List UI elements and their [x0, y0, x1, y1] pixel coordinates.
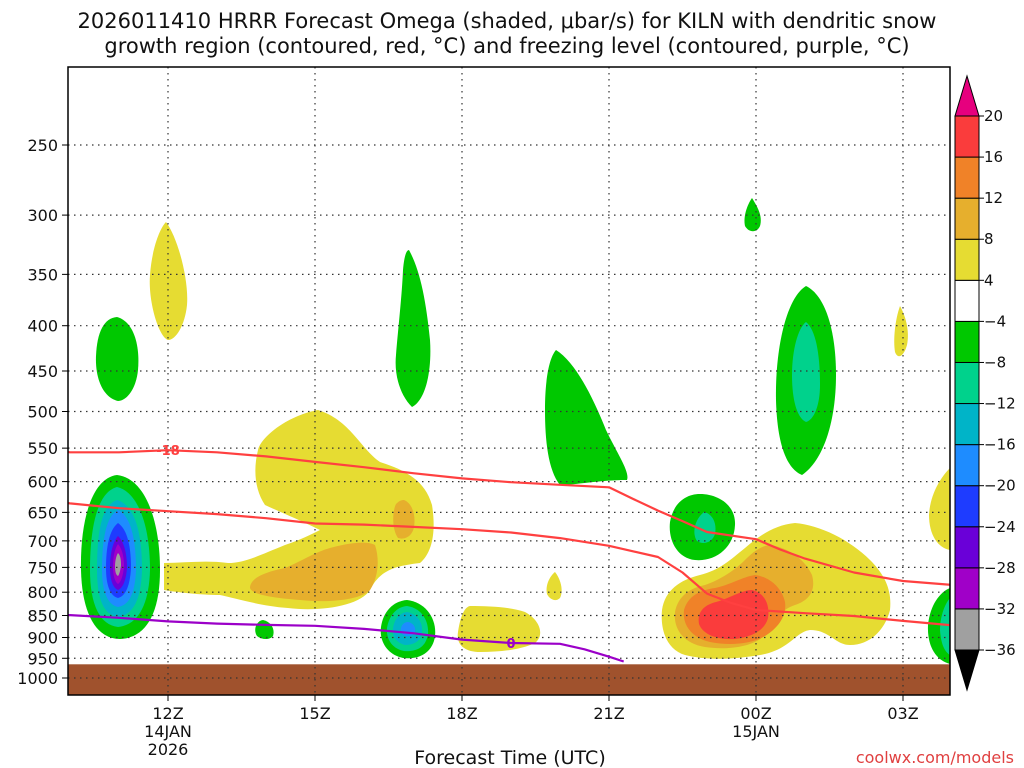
omega-region-upper-12z	[149, 222, 188, 340]
colorbar-segment	[954, 361, 980, 405]
colorbar-label: 12	[984, 189, 1003, 207]
contour-label: -18	[156, 444, 180, 459]
colorbar-label: −4	[984, 312, 1006, 330]
omega-region-green-22z	[669, 494, 736, 561]
colorbar-segment	[954, 485, 980, 528]
omega-region-yellow-15z	[164, 410, 434, 610]
x-tick-date: 14JAN	[144, 722, 192, 741]
y-tick-label: 350	[27, 265, 58, 284]
x-tick-date: 15JAN	[732, 722, 780, 741]
x-tick-label: 15Z	[299, 704, 330, 723]
ground	[68, 664, 950, 695]
x-tick-label: 18Z	[446, 704, 477, 723]
y-axis: 250 300 350 400 450 500 550 600 650 700 750 800 850 9…	[17, 136, 68, 688]
colorbar-label: 8	[984, 230, 994, 248]
colorbar-label: −16	[984, 436, 1016, 454]
plot-frame	[67, 66, 951, 696]
title-line-2: growth region (contoured, red, °C) and f…	[104, 34, 909, 58]
colorbar-label: −20	[984, 477, 1016, 495]
colorbar-segment	[954, 279, 980, 322]
contour-lines: -18 0	[68, 444, 950, 663]
colorbar-segment	[954, 444, 980, 487]
colorbar-segment	[954, 403, 980, 446]
y-tick-label: 500	[27, 403, 58, 422]
y-tick-label: 1000	[17, 669, 58, 688]
omega-region-upper-left	[95, 317, 139, 401]
grid-vertical	[167, 67, 904, 695]
y-tick-label: 800	[27, 583, 58, 602]
colorbar-label: 16	[984, 148, 1003, 166]
colorbar-segment	[954, 115, 980, 158]
y-tick-label: 900	[27, 628, 58, 647]
colorbar-segment	[954, 238, 980, 281]
colorbar-segment	[954, 320, 980, 363]
contour-label: 0	[506, 637, 515, 652]
omega-region-red-00z	[661, 523, 891, 659]
x-tick-label: 21Z	[593, 704, 624, 723]
colorbar-label: −32	[984, 600, 1016, 618]
colorbar-label: −28	[984, 559, 1016, 577]
omega-region-mid-17z	[395, 250, 431, 407]
colorbar-label: −8	[984, 353, 1006, 371]
x-axis-label: Forecast Time (UTC)	[414, 747, 605, 768]
colorbar-segment	[954, 567, 980, 610]
contour-line	[68, 449, 950, 586]
colorbar-extend-low	[954, 649, 980, 692]
colorbar-segment	[954, 608, 980, 651]
colorbar-label: −24	[984, 518, 1016, 536]
colorbar: 20 16 12 8 4 −4 −8 −12 −16 −20 −24 −28 −32 −36	[954, 74, 1016, 692]
contour-line	[68, 502, 950, 627]
omega-region-green-20z	[545, 350, 628, 485]
omega-region-right-edge-yellow	[929, 468, 950, 550]
colorbar-segment	[954, 156, 980, 199]
plot-area: -18 0	[68, 67, 950, 695]
y-tick-label: 550	[27, 439, 58, 458]
omega-region-lower-17z	[380, 600, 436, 659]
y-tick-label: 600	[27, 473, 58, 492]
x-tick-label: 00Z	[740, 704, 771, 723]
x-tick-label: 03Z	[887, 704, 918, 723]
credit-text: coolwx.com/models	[856, 748, 1014, 767]
y-tick-label: 250	[27, 136, 58, 155]
colorbar-label: −36	[984, 641, 1016, 659]
y-tick-label: 700	[27, 532, 58, 551]
omega-region-small-yellow-20z	[546, 572, 562, 601]
colorbar-segment	[954, 197, 980, 240]
y-tick-label: 300	[27, 206, 58, 225]
x-tick-label: 12Z	[152, 704, 183, 723]
omega-region-left-column	[80, 475, 160, 639]
y-tick-label: 750	[27, 558, 58, 577]
omega-region-right-edge	[927, 588, 950, 664]
colorbar-label: 20	[984, 107, 1003, 125]
colorbar-extend-high	[954, 74, 980, 117]
y-tick-label: 650	[27, 503, 58, 522]
y-tick-label: 950	[27, 649, 58, 668]
colorbar-segment	[954, 526, 980, 569]
colorbar-label: −12	[984, 395, 1016, 413]
y-tick-label: 450	[27, 362, 58, 381]
contour-line	[68, 614, 625, 663]
omega-shading	[80, 198, 950, 664]
y-tick-label: 850	[27, 607, 58, 626]
y-tick-label: 400	[27, 317, 58, 336]
omega-region-green-01z	[775, 286, 836, 475]
omega-region-small-03z	[894, 306, 908, 357]
title-line-1: 2026011410 HRRR Forecast Omega (shaded, …	[78, 9, 937, 33]
colorbar-label: 4	[984, 271, 994, 289]
x-tick-year: 2026	[148, 740, 189, 759]
